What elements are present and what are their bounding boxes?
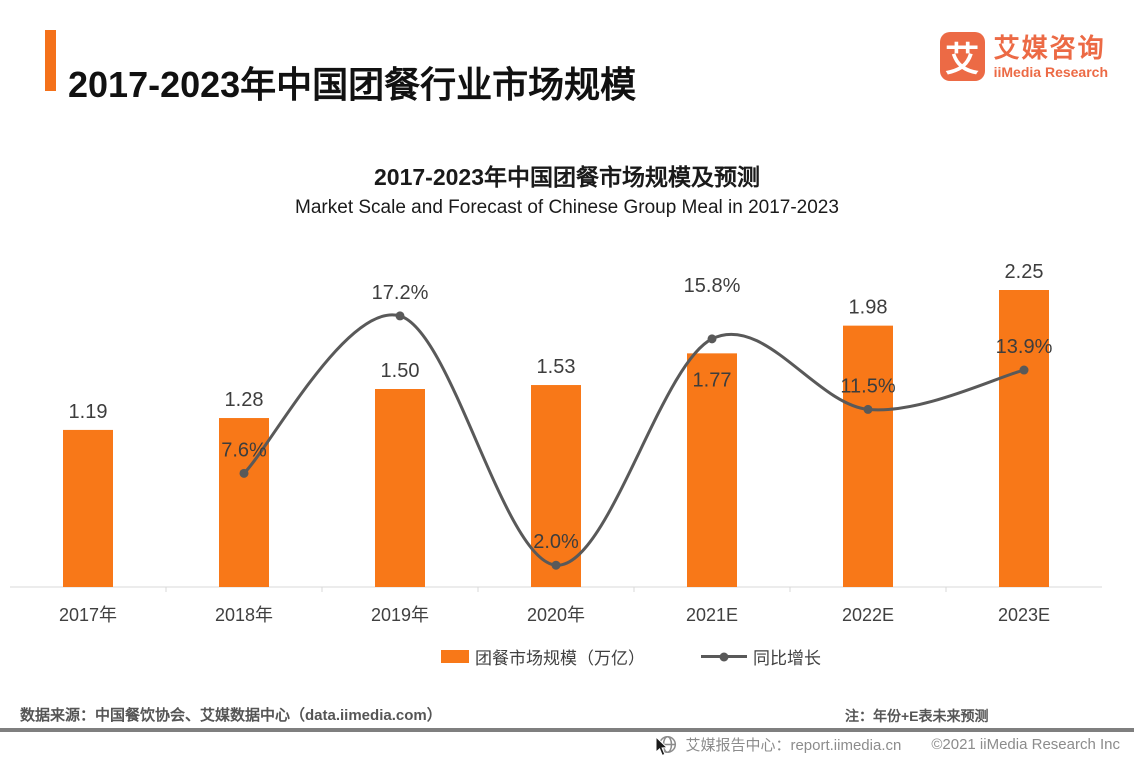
- line-series-marker: [701, 655, 747, 658]
- report-center-link[interactable]: 艾媒报告中心：report.iimedia.cn: [685, 736, 902, 754]
- chart-subtitle: Market Scale and Forecast of Chinese Gro…: [295, 197, 839, 218]
- x-axis-label: 2020年: [527, 605, 585, 625]
- growth-label-2019年: 17.2%: [372, 282, 429, 304]
- growth-label-2018年: 7.6%: [221, 439, 267, 461]
- page-title: 2017-2023年中国团餐行业市场规模: [68, 64, 637, 106]
- bar-2021E: [687, 353, 737, 587]
- growth-point-2021E: [707, 334, 717, 344]
- data-source-note: 数据来源：中国餐饮协会、艾媒数据中心（data.iimedia.com）: [20, 707, 442, 724]
- logo-name-cn: 艾媒咨询: [993, 32, 1106, 63]
- growth-point-2023E: [1019, 365, 1029, 375]
- x-axis-label: 2019年: [371, 605, 429, 625]
- x-axis-label: 2018年: [215, 605, 273, 625]
- bar-value-label-2022E: 1.98: [849, 297, 888, 319]
- bar-value-label-2021E: 1.77: [693, 369, 732, 391]
- growth-label-2020年: 2.0%: [533, 531, 579, 553]
- bar-series-swatch: [441, 650, 469, 663]
- x-axis-label: 2017年: [59, 605, 117, 625]
- bar-value-label-2023E: 2.25: [1005, 261, 1044, 283]
- bar-value-label-2020年: 1.53: [537, 356, 576, 378]
- growth-point-2020年: [551, 560, 561, 570]
- market-scale-chart: 2017年 2018年 2019年 2020年 2021E 2022E 2023E 7.6% 1…: [10, 261, 1102, 625]
- growth-point-2022E: [863, 404, 873, 414]
- mouse-cursor: [655, 737, 669, 757]
- bar-2019年: [375, 389, 425, 587]
- growth-point-2018年: [239, 468, 249, 478]
- x-axis-label: 2023E: [998, 605, 1050, 625]
- bar-2020年: [531, 385, 581, 587]
- growth-label-2023E: 13.9%: [996, 336, 1053, 358]
- bar-value-label-2019年: 1.50: [381, 360, 420, 382]
- chart-legend: 团餐市场规模（万亿） 同比增长: [64, 644, 1134, 669]
- x-axis-label: 2022E: [842, 605, 894, 625]
- bar-2017年: [63, 429, 113, 587]
- growth-point-2019年: [395, 311, 405, 321]
- bar-2023E: [999, 290, 1049, 587]
- forecast-note: 注：年份+E表未来预测: [845, 708, 989, 724]
- title-accent-bar: [45, 30, 56, 91]
- copyright-text: ©2021 iiMedia Research Inc: [931, 735, 1120, 753]
- chart-title: 2017-2023年中国团餐市场规模及预测: [374, 164, 760, 190]
- x-axis-label: 2021E: [686, 605, 738, 625]
- bar-2018年: [219, 418, 269, 587]
- logo-name-en: iiMedia Research: [993, 63, 1108, 80]
- bar-value-label-2018年: 1.28: [225, 389, 264, 411]
- bar-series-label: 团餐市场规模（万亿）: [475, 649, 645, 668]
- legend-item-line: 同比增长: [701, 644, 821, 669]
- line-series-label: 同比增长: [753, 649, 821, 668]
- footer-bar: 艾媒报告中心：report.iimedia.cn ©2021 iiMedia R…: [658, 734, 1120, 754]
- iimedia-logo-icon: 艾: [939, 32, 985, 81]
- footer-divider: [0, 728, 1134, 732]
- growth-label-2022E: 11.5%: [840, 375, 895, 397]
- bar-value-label-2017年: 1.19: [69, 401, 108, 423]
- growth-line: [242, 313, 1025, 567]
- legend-item-bar: 团餐市场规模（万亿）: [441, 644, 645, 669]
- iimedia-logo: 艾 艾媒咨询 iiMedia Research: [939, 32, 1108, 81]
- growth-label-2021E: 15.8%: [684, 275, 741, 297]
- bar-2022E: [843, 325, 893, 587]
